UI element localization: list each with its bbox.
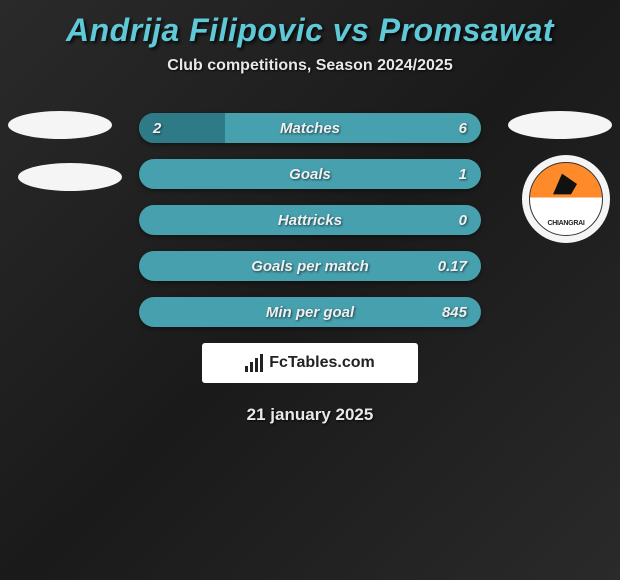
stat-row: 2Matches6: [139, 113, 481, 143]
date-label: 21 january 2025: [0, 405, 620, 425]
stat-right-value: 6: [459, 113, 467, 143]
brand-text: FcTables.com: [269, 354, 375, 372]
chiangrai-logo-icon: CHIANGRAI: [529, 162, 603, 236]
page-title: Andrija Filipovic vs Promsawat: [0, 8, 620, 57]
stat-right-value: 0.17: [438, 251, 467, 281]
stat-right-value: 0: [459, 205, 467, 235]
stat-label: Matches: [139, 113, 481, 143]
logo-label: CHIANGRAI: [530, 220, 602, 227]
stat-label: Goals per match: [139, 251, 481, 281]
stat-label: Min per goal: [139, 297, 481, 327]
brand-chart-icon: [245, 354, 263, 372]
stat-label: Goals: [139, 159, 481, 189]
subtitle: Club competitions, Season 2024/2025: [0, 57, 620, 75]
team-left-badge-1: [8, 111, 112, 139]
stat-row: Goals per match0.17: [139, 251, 481, 281]
stats-block: CHIANGRAI 2Matches6 Goals1 Hattricks0 Goals…: [0, 113, 620, 327]
stat-row: Goals1: [139, 159, 481, 189]
stat-row: Hattricks0: [139, 205, 481, 235]
stat-label: Hattricks: [139, 205, 481, 235]
stat-right-value: 845: [442, 297, 467, 327]
team-right-badge-1: [508, 111, 612, 139]
stat-right-value: 1: [459, 159, 467, 189]
team-right-logo: CHIANGRAI: [522, 155, 610, 243]
team-left-badge-2: [18, 163, 122, 191]
stat-row: Min per goal845: [139, 297, 481, 327]
brand-badge: FcTables.com: [202, 343, 418, 383]
